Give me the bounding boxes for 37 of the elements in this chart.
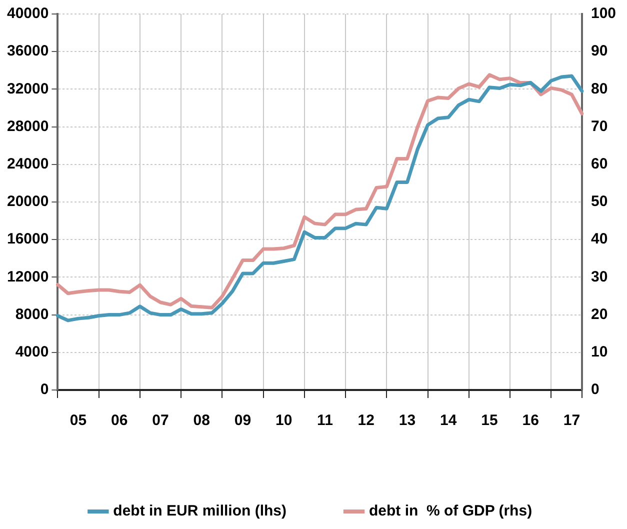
- y2-tick-label: 70: [590, 118, 608, 135]
- x-tick-label: 07: [152, 412, 169, 430]
- y-tick-label: 12000: [6, 268, 49, 286]
- y2-tick-label: 20: [590, 306, 608, 323]
- y2-tick-label: 80: [590, 80, 608, 98]
- x-tick-label: 14: [440, 412, 458, 430]
- y-tick-label: 4000: [15, 344, 49, 361]
- x-tick-label: 08: [193, 412, 210, 430]
- x-tick-label: 15: [481, 412, 498, 430]
- y-tick-label: 24000: [6, 156, 49, 173]
- x-tick-label: 17: [563, 412, 580, 430]
- y2-tick-label: 90: [590, 42, 608, 60]
- y2-tick-label: 30: [590, 268, 608, 286]
- y-tick-label: 28000: [6, 118, 49, 135]
- y2-tick-label: 40: [590, 230, 608, 248]
- x-tick-label: 16: [522, 412, 539, 430]
- y-tick-label: 40000: [6, 5, 49, 22]
- y2-tick-label: 0: [590, 381, 600, 398]
- x-tick-label: 12: [358, 412, 374, 430]
- y-tick-label: 16000: [6, 230, 49, 248]
- y2-tick-label: 10: [590, 344, 608, 361]
- y2-tick-label: 50: [590, 193, 608, 210]
- x-tick-label: 05: [70, 412, 87, 430]
- y-tick-label: 32000: [6, 80, 49, 98]
- y-tick-label: 0: [40, 381, 49, 398]
- y2-tick-label: 60: [590, 156, 608, 173]
- y-tick-label: 36000: [6, 42, 49, 60]
- x-tick-label: 06: [111, 412, 128, 430]
- x-tick-label: 13: [398, 412, 416, 430]
- y-tick-label: 8000: [15, 306, 49, 323]
- y-tick-label: 20000: [6, 193, 49, 210]
- y2-tick-label: 100: [590, 5, 616, 22]
- x-tick-label: 09: [234, 412, 252, 430]
- x-tick-label: 11: [317, 412, 333, 430]
- x-tick-label: 10: [276, 412, 292, 430]
- legend-label: debt in % of GDP (rhs): [369, 502, 532, 520]
- legend-label: debt in EUR million (lhs): [113, 502, 287, 520]
